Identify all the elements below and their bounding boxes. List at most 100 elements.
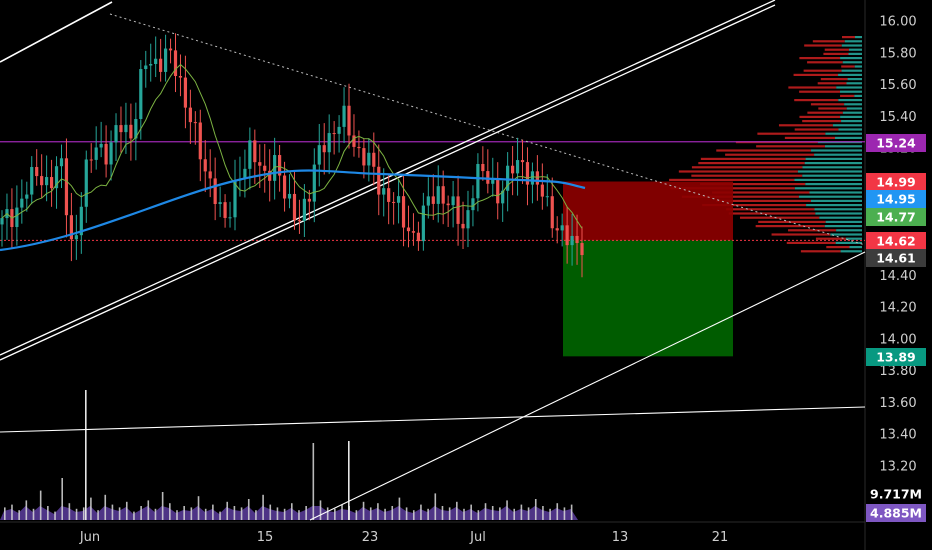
volume-bar — [312, 443, 315, 520]
candle-body — [550, 196, 554, 229]
volume-bar — [484, 503, 487, 520]
candle-body — [456, 196, 460, 224]
candle-body — [35, 167, 39, 177]
volume-bar — [204, 508, 207, 520]
volume-bar — [542, 506, 544, 520]
candle-body — [471, 198, 475, 211]
candle-body — [510, 165, 515, 174]
candle-body — [124, 124, 128, 133]
candle-body — [69, 215, 74, 240]
candle-body — [40, 176, 44, 186]
volume-bar — [355, 510, 358, 520]
price-badge: 14.61 — [866, 249, 926, 267]
price-badge-label: 14.77 — [876, 210, 916, 225]
profile-bar-buy — [840, 57, 862, 60]
candle-body — [337, 126, 341, 134]
profile-bar-buy — [824, 225, 862, 228]
y-tick-label: 13.40 — [879, 428, 916, 443]
profile-bar-sell — [784, 136, 836, 139]
candle-body — [575, 235, 579, 244]
profile-bar-buy — [844, 40, 862, 43]
candle-body — [198, 122, 202, 160]
profile-bar-sell — [794, 99, 839, 102]
volume-bar — [405, 507, 408, 520]
candle-body — [243, 168, 247, 179]
candle-body — [89, 159, 93, 161]
volume-bar — [441, 506, 444, 520]
candle-body — [253, 140, 257, 163]
take-profit-zone — [563, 240, 733, 357]
volume-bar — [283, 508, 286, 520]
profile-bar-buy — [832, 124, 862, 127]
profile-bar-sell — [823, 52, 849, 55]
price-badge-label: 14.99 — [876, 175, 916, 190]
candle-body — [163, 48, 168, 72]
candle-body — [570, 235, 574, 246]
candle-body — [302, 198, 306, 221]
profile-bar-sell — [794, 128, 839, 131]
profile-bar-buy — [805, 183, 862, 186]
profile-bar-sell — [841, 65, 855, 68]
candle-body — [327, 133, 331, 153]
profile-bar-buy — [810, 149, 862, 152]
volume-bar — [82, 507, 85, 520]
candle-body — [392, 201, 396, 203]
trendlines[interactable] — [0, 0, 866, 521]
candle-body — [208, 171, 212, 179]
profile-bar-sell — [699, 183, 806, 186]
profile-bar-buy — [836, 86, 862, 89]
price-badge-label: 14.95 — [876, 192, 916, 207]
price-badge-label: 14.62 — [876, 234, 916, 249]
profile-bar-buy — [846, 107, 862, 110]
candle-body — [278, 155, 282, 176]
volume-bar — [456, 501, 458, 520]
x-tick-label: 15 — [257, 530, 274, 545]
volume-bar — [269, 504, 272, 520]
volume-spike — [348, 441, 350, 520]
price-badge-bg — [866, 249, 926, 267]
profile-bar-sell — [799, 115, 841, 118]
y-tick-label: 16.00 — [879, 15, 916, 30]
price-badge: 15.24 — [866, 134, 926, 152]
candle-body — [159, 58, 163, 72]
volume-bars — [0, 390, 578, 520]
candle-body — [45, 177, 49, 186]
candle-body — [530, 171, 535, 185]
volume-bar — [61, 478, 63, 520]
volume-bar — [11, 504, 13, 520]
volume-bar — [377, 503, 379, 520]
position-tool[interactable] — [563, 181, 733, 357]
price-badge: 14.99 — [866, 173, 926, 191]
candle-body — [535, 171, 539, 185]
volume-bar — [412, 510, 415, 520]
volume-bar — [556, 503, 559, 520]
candle-body — [64, 158, 69, 216]
profile-bar-buy — [836, 229, 862, 232]
candle-body — [114, 125, 118, 143]
candle-body — [580, 243, 584, 256]
candle-body — [401, 196, 406, 228]
candle-body — [223, 202, 227, 218]
profile-bar-sell — [716, 199, 811, 202]
volume-bar — [369, 507, 372, 520]
profile-bar-buy — [825, 220, 862, 223]
candle-body — [263, 165, 267, 171]
profile-bar-buy — [844, 103, 862, 106]
candle-body — [20, 198, 24, 208]
candle-body — [565, 225, 569, 246]
price-badge-bg — [866, 208, 926, 226]
candle-body — [322, 145, 326, 153]
candle-body — [287, 193, 292, 199]
profile-bar-buy — [794, 187, 862, 190]
time-axis[interactable]: Jun 15 23 Jul 13 21 — [79, 530, 728, 545]
candle-body — [149, 63, 153, 66]
volume-bar — [434, 493, 437, 520]
candle-body — [129, 124, 133, 139]
volume-bar — [118, 507, 121, 520]
price-badges: 15.24 14.99 14.95 14.77 14.62 14.61 13.89 9.717… — [866, 134, 926, 522]
profile-bar-sell — [803, 69, 842, 72]
candle-body — [134, 119, 138, 139]
volume-bar — [326, 507, 329, 520]
candle-body — [342, 105, 346, 127]
